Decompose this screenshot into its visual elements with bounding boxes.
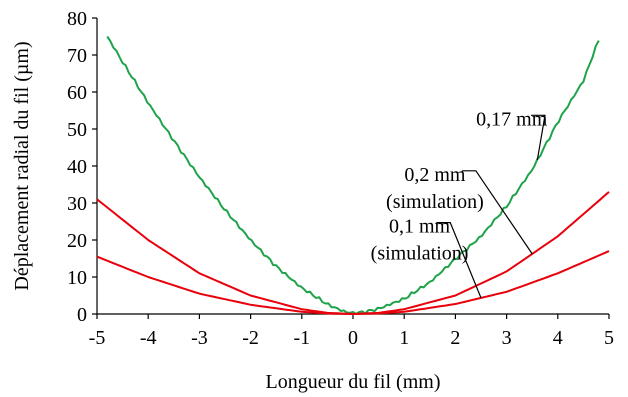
x-tick-label: -5 bbox=[89, 327, 106, 349]
y-axis-title: Déplacement radial du fil (µm) bbox=[11, 41, 33, 290]
x-tick-label: 0 bbox=[348, 327, 358, 349]
y-tick-label: 60 bbox=[67, 82, 87, 104]
series-line-0 bbox=[106, 35, 600, 315]
x-tick-label: 5 bbox=[604, 327, 614, 349]
series-annotation-label: (simulation) bbox=[371, 243, 469, 265]
y-tick-label: 70 bbox=[67, 45, 87, 67]
series-annotation-label: 0,1 mm bbox=[389, 216, 451, 238]
y-tick-label: 80 bbox=[67, 8, 87, 30]
y-tick-label: 30 bbox=[67, 193, 87, 215]
series-annotation-label: 0,2 mm bbox=[404, 164, 466, 186]
x-tick-label: -3 bbox=[191, 327, 208, 349]
x-tick-label: -1 bbox=[293, 327, 310, 349]
annotation-leader-line bbox=[531, 114, 546, 161]
y-tick-label: 0 bbox=[77, 304, 87, 326]
x-tick-label: 1 bbox=[399, 327, 409, 349]
series-annotation-label: (simulation) bbox=[386, 191, 484, 213]
x-tick-label: 3 bbox=[502, 327, 512, 349]
y-tick-label: 50 bbox=[67, 119, 87, 141]
x-tick-label: 4 bbox=[553, 327, 563, 349]
annotation-leader-line bbox=[436, 222, 482, 299]
y-tick-label: 10 bbox=[67, 267, 87, 289]
series-annotation-label: 0,17 mm bbox=[476, 108, 548, 130]
x-tick-label: -4 bbox=[140, 327, 157, 349]
annotation-leader-line bbox=[461, 170, 533, 255]
y-tick-label: 20 bbox=[67, 230, 87, 252]
series-line-2 bbox=[96, 250, 610, 315]
x-tick-label: 2 bbox=[450, 327, 460, 349]
x-tick-label: -2 bbox=[242, 327, 259, 349]
y-tick-label: 40 bbox=[67, 156, 87, 178]
x-axis-title: Longueur du fil (mm) bbox=[266, 371, 441, 393]
